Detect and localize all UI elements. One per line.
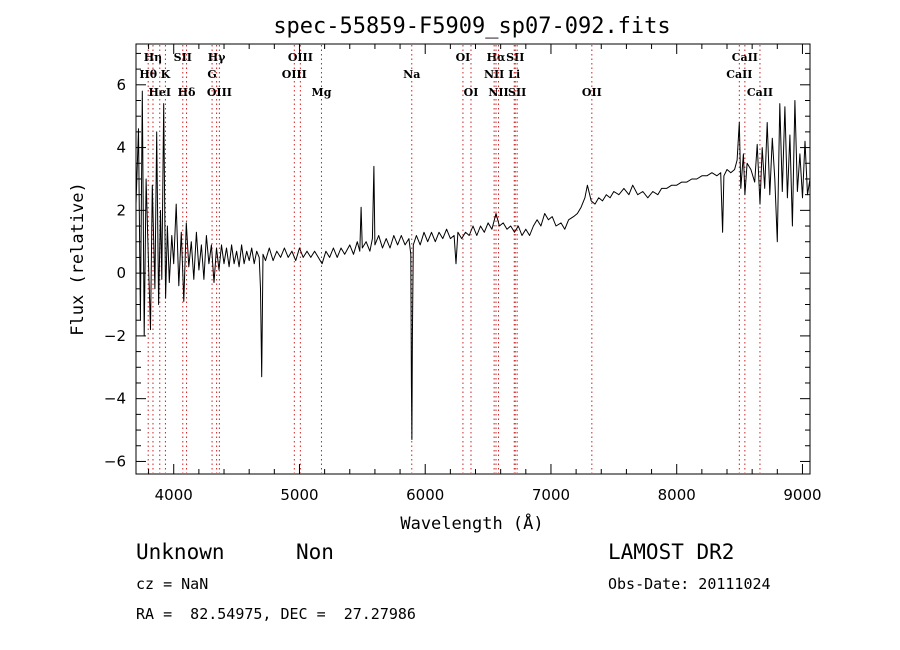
line-marker-label: SII (506, 51, 524, 64)
x-tick-label: 7000 (532, 486, 570, 504)
line-marker-label: Hη (144, 51, 162, 64)
y-axis-label: Flux (relative) (68, 182, 88, 336)
line-marker-label: OI (464, 86, 479, 99)
coordinates-label: RA = 82.54975, DEC = 27.27986 (136, 605, 416, 623)
x-tick-label: 5000 (280, 486, 318, 504)
subclass-label: Non (296, 540, 334, 564)
x-tick-label: 6000 (406, 486, 444, 504)
chart-title: spec-55859-F5909_sp07-092.fits (273, 14, 670, 39)
line-marker-label: NII (488, 86, 508, 99)
line-marker-label: CaII (726, 68, 752, 81)
x-tick-label: 9000 (783, 486, 821, 504)
class-label: Unknown (136, 540, 225, 564)
y-tick-label: 6 (116, 76, 126, 94)
spectrum-series (135, 90, 811, 440)
line-marker-label: Hα (487, 51, 506, 64)
line-marker-label: K (161, 68, 171, 81)
survey-label: LAMOST DR2 (608, 540, 735, 564)
line-marker-label: OIII (288, 51, 313, 64)
line-marker-label: OIII (207, 86, 232, 99)
line-marker-label: OI (456, 51, 471, 64)
line-marker-label: Hθ (139, 68, 157, 81)
line-marker-label: SII (508, 86, 526, 99)
y-tick-label: −4 (104, 390, 126, 408)
y-tick-label: 2 (116, 201, 126, 219)
x-tick-label: 4000 (155, 486, 193, 504)
line-marker-label: Mg (312, 86, 332, 99)
line-marker-label: SII (174, 51, 192, 64)
y-tick-label: −6 (104, 452, 126, 470)
y-tick-label: 0 (116, 264, 126, 282)
line-marker-label: HeI (148, 86, 171, 99)
line-marker-label: Na (403, 68, 420, 81)
line-marker-label: Hγ (208, 51, 226, 64)
line-marker-label: OIII (282, 68, 307, 81)
line-marker-label: Hδ (178, 86, 196, 99)
line-marker-label: OII (582, 86, 602, 99)
redshift-label: cz = NaN (136, 575, 209, 593)
x-tick-label: 8000 (658, 486, 696, 504)
y-tick-label: −2 (104, 327, 126, 345)
line-marker-label: Li (508, 68, 520, 81)
line-marker-label: CaII (747, 86, 773, 99)
x-axis-ticks: 4000 5000 6000 7000 8000 9000 (148, 44, 822, 504)
y-tick-label: 4 (116, 139, 126, 157)
y-axis-ticks: −6 −4 −2 0 2 4 6 (104, 52, 810, 470)
line-marker-label: CaII (732, 51, 758, 64)
spectrum-line-0 (135, 90, 811, 440)
line-marker-label: NII (484, 68, 504, 81)
x-axis-label: Wavelength (Å) (400, 512, 543, 534)
line-marker-label: G (207, 68, 216, 81)
plot-frame (135, 43, 811, 475)
obs-date-label: Obs-Date: 20111024 (608, 575, 771, 593)
